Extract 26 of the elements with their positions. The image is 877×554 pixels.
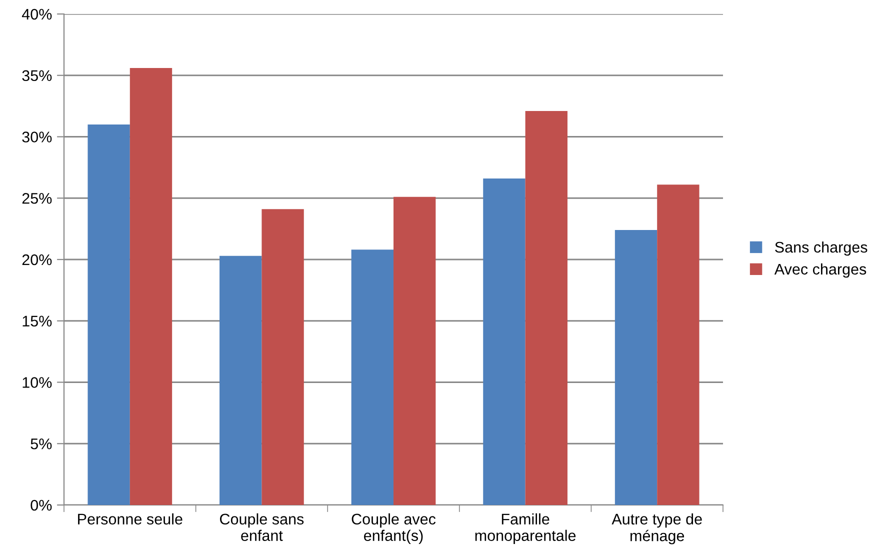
bar bbox=[220, 256, 262, 505]
bar bbox=[88, 124, 130, 505]
y-tick-label: 20% bbox=[22, 254, 52, 266]
bar bbox=[262, 209, 304, 505]
y-tick-label: 25% bbox=[22, 192, 52, 204]
y-tick-label: 35% bbox=[22, 70, 52, 82]
bar bbox=[525, 110, 568, 505]
y-tick-label: 40% bbox=[22, 8, 52, 20]
y-tick-label: 15% bbox=[22, 316, 52, 327]
x-tick-label: Couple avec enfant(s) bbox=[352, 513, 436, 544]
bar bbox=[483, 178, 526, 505]
bar bbox=[394, 196, 436, 505]
bar bbox=[130, 68, 172, 505]
y-tick-label: 30% bbox=[22, 132, 52, 142]
y-tick-label: 0% bbox=[30, 500, 52, 511]
legend-label: Sans charges bbox=[775, 241, 868, 256]
x-tick-label: Famille monoparentale bbox=[475, 513, 576, 544]
x-tick-label: Autre type de ménage bbox=[612, 513, 702, 544]
legend-label: Avec charges bbox=[774, 263, 866, 278]
y-tick-label: 10% bbox=[22, 377, 52, 388]
bar bbox=[657, 184, 700, 505]
x-tick-label: Couple sans enfant bbox=[220, 513, 304, 542]
bar bbox=[351, 250, 394, 505]
x-tick-label: Personne seule bbox=[78, 513, 182, 525]
y-tick-label: 5% bbox=[30, 438, 52, 450]
bar bbox=[614, 230, 658, 505]
